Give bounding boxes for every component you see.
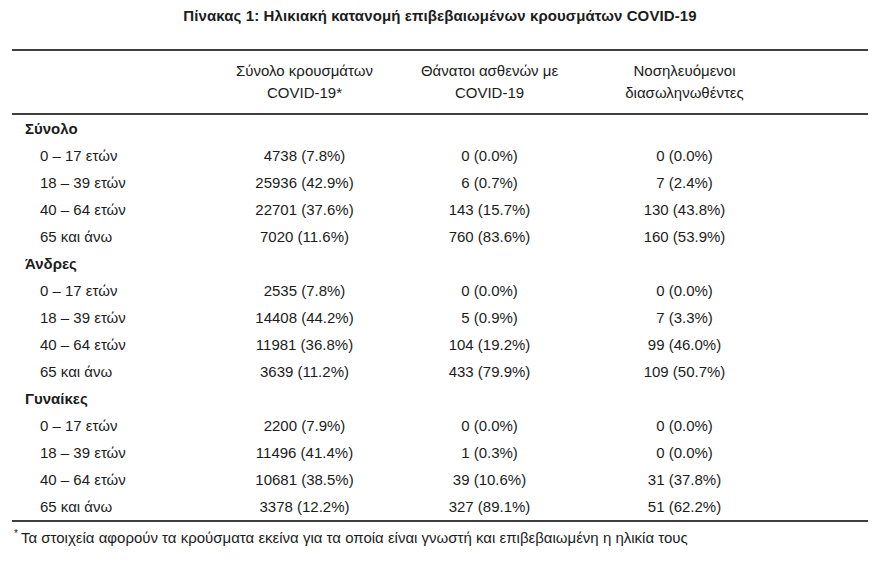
table-row: 0 – 17 ετών 4738 (7.8%) 0 (0.0%) 0 (0.0%… xyxy=(12,142,868,169)
table-row: 18 – 39 ετών 25936 (42.9%) 6 (0.7%) 7 (2… xyxy=(12,169,868,196)
intubated-cell: 160 (53.9%) xyxy=(562,223,807,250)
footnote-asterisk: * xyxy=(14,528,18,539)
table-row: 0 – 17 ετών 2535 (7.8%) 0 (0.0%) 0 (0.0%… xyxy=(12,277,868,304)
intubated-cell: 0 (0.0%) xyxy=(562,439,807,466)
age-cell: 0 – 17 ετών xyxy=(12,277,192,304)
deaths-cell: 0 (0.0%) xyxy=(417,412,562,439)
deaths-cell: 327 (89.1%) xyxy=(417,493,562,521)
cases-cell: 2200 (7.9%) xyxy=(192,412,417,439)
group-header-women: Γυναίκες xyxy=(12,385,868,412)
header-deaths: Θάνατοι ασθενών με COVID-19 xyxy=(417,50,562,114)
header-row: Σύνολο κρουσμάτων COVID-19* Θάνατοι ασθε… xyxy=(12,50,868,114)
header-total-cases-line2: COVID-19* xyxy=(192,82,417,104)
age-cell: 0 – 17 ετών xyxy=(12,142,192,169)
table-row: 18 – 39 ετών 11496 (41.4%) 1 (0.3%) 0 (0… xyxy=(12,439,868,466)
intubated-cell: 7 (3.3%) xyxy=(562,304,807,331)
age-cell: 0 – 17 ετών xyxy=(12,412,192,439)
age-cell: 40 – 64 ετών xyxy=(12,196,192,223)
intubated-cell: 0 (0.0%) xyxy=(562,277,807,304)
age-cell: 18 – 39 ετών xyxy=(12,439,192,466)
table-row: 18 – 39 ετών 14408 (44.2%) 5 (0.9%) 7 (3… xyxy=(12,304,868,331)
age-cell: 40 – 64 ετών xyxy=(12,331,192,358)
table-footnote: *Τα στοιχεία αφορούν τα κρούσματα εκείνα… xyxy=(12,527,868,548)
header-total-cases-line1: Σύνολο κρουσμάτων xyxy=(192,60,417,82)
age-cell: 65 και άνω xyxy=(12,358,192,385)
table-row: 40 – 64 ετών 22701 (37.6%) 143 (15.7%) 1… xyxy=(12,196,868,223)
header-deaths-line2: COVID-19 xyxy=(417,82,562,104)
table-body: Σύνολο 0 – 17 ετών 4738 (7.8%) 0 (0.0%) … xyxy=(12,114,868,521)
header-filler xyxy=(807,50,868,114)
deaths-cell: 0 (0.0%) xyxy=(417,277,562,304)
deaths-cell: 39 (10.6%) xyxy=(417,466,562,493)
covid-age-distribution-table: Σύνολο κρουσμάτων COVID-19* Θάνατοι ασθε… xyxy=(12,49,868,522)
cases-cell: 11981 (36.8%) xyxy=(192,331,417,358)
age-cell: 18 – 39 ετών xyxy=(12,304,192,331)
age-cell: 18 – 39 ετών xyxy=(12,169,192,196)
header-intubated: Νοσηλευόμενοι διασωληνωθέντες xyxy=(562,50,807,114)
age-cell: 40 – 64 ετών xyxy=(12,466,192,493)
table-row: 0 – 17 ετών 2200 (7.9%) 0 (0.0%) 0 (0.0%… xyxy=(12,412,868,439)
cases-cell: 22701 (37.6%) xyxy=(192,196,417,223)
document-page: Πίνακας 1: Ηλικιακή κατανομή επιβεβαιωμέ… xyxy=(0,0,880,567)
header-empty xyxy=(12,50,192,114)
cases-cell: 10681 (38.5%) xyxy=(192,466,417,493)
group-label: Σύνολο xyxy=(12,114,868,142)
table-row: 65 και άνω 3639 (11.2%) 433 (79.9%) 109 … xyxy=(12,358,868,385)
deaths-cell: 760 (83.6%) xyxy=(417,223,562,250)
intubated-cell: 130 (43.8%) xyxy=(562,196,807,223)
table-header: Σύνολο κρουσμάτων COVID-19* Θάνατοι ασθε… xyxy=(12,50,868,114)
header-intubated-line1: Νοσηλευόμενοι xyxy=(562,60,807,82)
intubated-cell: 109 (50.7%) xyxy=(562,358,807,385)
cases-cell: 14408 (44.2%) xyxy=(192,304,417,331)
cases-cell: 3639 (11.2%) xyxy=(192,358,417,385)
cases-cell: 25936 (42.9%) xyxy=(192,169,417,196)
deaths-cell: 143 (15.7%) xyxy=(417,196,562,223)
deaths-cell: 5 (0.9%) xyxy=(417,304,562,331)
group-label: Γυναίκες xyxy=(12,385,868,412)
table-row: 40 – 64 ετών 11981 (36.8%) 104 (19.2%) 9… xyxy=(12,331,868,358)
deaths-cell: 104 (19.2%) xyxy=(417,331,562,358)
footnote-text: Τα στοιχεία αφορούν τα κρούσματα εκείνα … xyxy=(21,529,688,546)
group-label: Άνδρες xyxy=(12,250,868,277)
header-intubated-line2: διασωληνωθέντες xyxy=(562,82,807,104)
deaths-cell: 0 (0.0%) xyxy=(417,142,562,169)
table-title: Πίνακας 1: Ηλικιακή κατανομή επιβεβαιωμέ… xyxy=(12,6,868,26)
group-header-total: Σύνολο xyxy=(12,114,868,142)
cases-cell: 3378 (12.2%) xyxy=(192,493,417,521)
intubated-cell: 99 (46.0%) xyxy=(562,331,807,358)
cases-cell: 4738 (7.8%) xyxy=(192,142,417,169)
table-row: 65 και άνω 3378 (12.2%) 327 (89.1%) 51 (… xyxy=(12,493,868,521)
deaths-cell: 433 (79.9%) xyxy=(417,358,562,385)
header-total-cases: Σύνολο κρουσμάτων COVID-19* xyxy=(192,50,417,114)
deaths-cell: 1 (0.3%) xyxy=(417,439,562,466)
intubated-cell: 51 (62.2%) xyxy=(562,493,807,521)
table-row: 65 και άνω 7020 (11.6%) 760 (83.6%) 160 … xyxy=(12,223,868,250)
cases-cell: 2535 (7.8%) xyxy=(192,277,417,304)
intubated-cell: 31 (37.8%) xyxy=(562,466,807,493)
deaths-cell: 6 (0.7%) xyxy=(417,169,562,196)
intubated-cell: 0 (0.0%) xyxy=(562,142,807,169)
intubated-cell: 7 (2.4%) xyxy=(562,169,807,196)
cases-cell: 7020 (11.6%) xyxy=(192,223,417,250)
table-row: 40 – 64 ετών 10681 (38.5%) 39 (10.6%) 31… xyxy=(12,466,868,493)
intubated-cell: 0 (0.0%) xyxy=(562,412,807,439)
age-cell: 65 και άνω xyxy=(12,493,192,521)
group-header-men: Άνδρες xyxy=(12,250,868,277)
header-deaths-line1: Θάνατοι ασθενών με xyxy=(417,60,562,82)
cases-cell: 11496 (41.4%) xyxy=(192,439,417,466)
age-cell: 65 και άνω xyxy=(12,223,192,250)
